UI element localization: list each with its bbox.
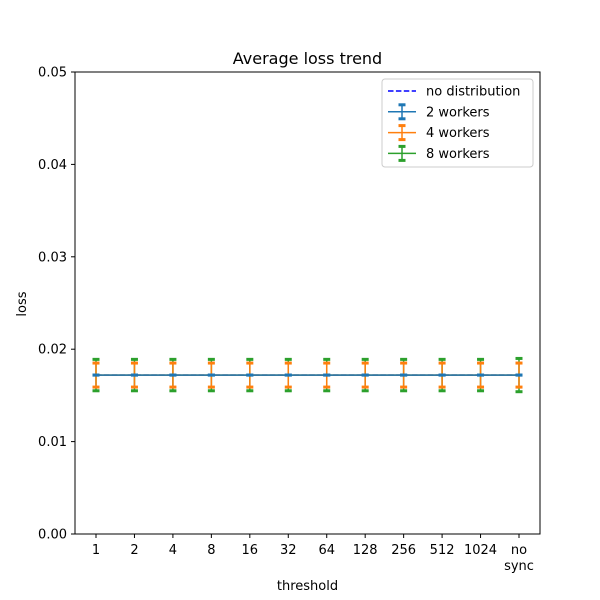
y-axis-label: loss bbox=[15, 291, 30, 316]
x-axis-ticks: 1 2 4 8 16 32 64 128 256 512 1024 no sync bbox=[92, 534, 534, 574]
x-tick-label: 16 bbox=[242, 543, 259, 558]
x-tick-label: 32 bbox=[280, 543, 297, 558]
x-tick-label: no sync bbox=[504, 543, 534, 574]
x-tick-label: 1 bbox=[92, 543, 100, 558]
x-tick-label: 8 bbox=[207, 543, 215, 558]
y-tick-label: 0.00 bbox=[38, 528, 67, 543]
y-tick-label: 0.03 bbox=[38, 250, 67, 265]
legend-label: no distribution bbox=[426, 85, 520, 100]
y-tick-label: 0.05 bbox=[38, 66, 67, 81]
x-tick-label: 128 bbox=[353, 543, 378, 558]
y-tick-label: 0.04 bbox=[38, 158, 67, 173]
legend-label: 4 workers bbox=[426, 126, 490, 141]
plot-frame bbox=[74, 71, 541, 535]
legend-label: 2 workers bbox=[426, 105, 490, 120]
x-tick-label: 4 bbox=[169, 543, 177, 558]
x-tick-label: 64 bbox=[318, 543, 335, 558]
y-axis-ticks: 0.00 0.01 0.02 0.03 0.04 0.05 bbox=[38, 66, 75, 543]
x-axis-label: threshold bbox=[277, 579, 338, 594]
plot-series bbox=[92, 356, 523, 394]
legend: no distribution 2 workers 4 workers 8 worke… bbox=[381, 78, 534, 168]
x-tick-label: 512 bbox=[430, 543, 455, 558]
y-tick-label: 0.02 bbox=[38, 343, 67, 358]
legend-label: 8 workers bbox=[426, 147, 490, 162]
y-tick-label: 0.01 bbox=[38, 435, 67, 450]
x-tick-label: 1024 bbox=[464, 543, 497, 558]
chart-title: Average loss trend bbox=[233, 49, 382, 68]
x-tick-label: 256 bbox=[391, 543, 416, 558]
legend-box bbox=[381, 78, 534, 168]
x-tick-label: 2 bbox=[130, 543, 138, 558]
